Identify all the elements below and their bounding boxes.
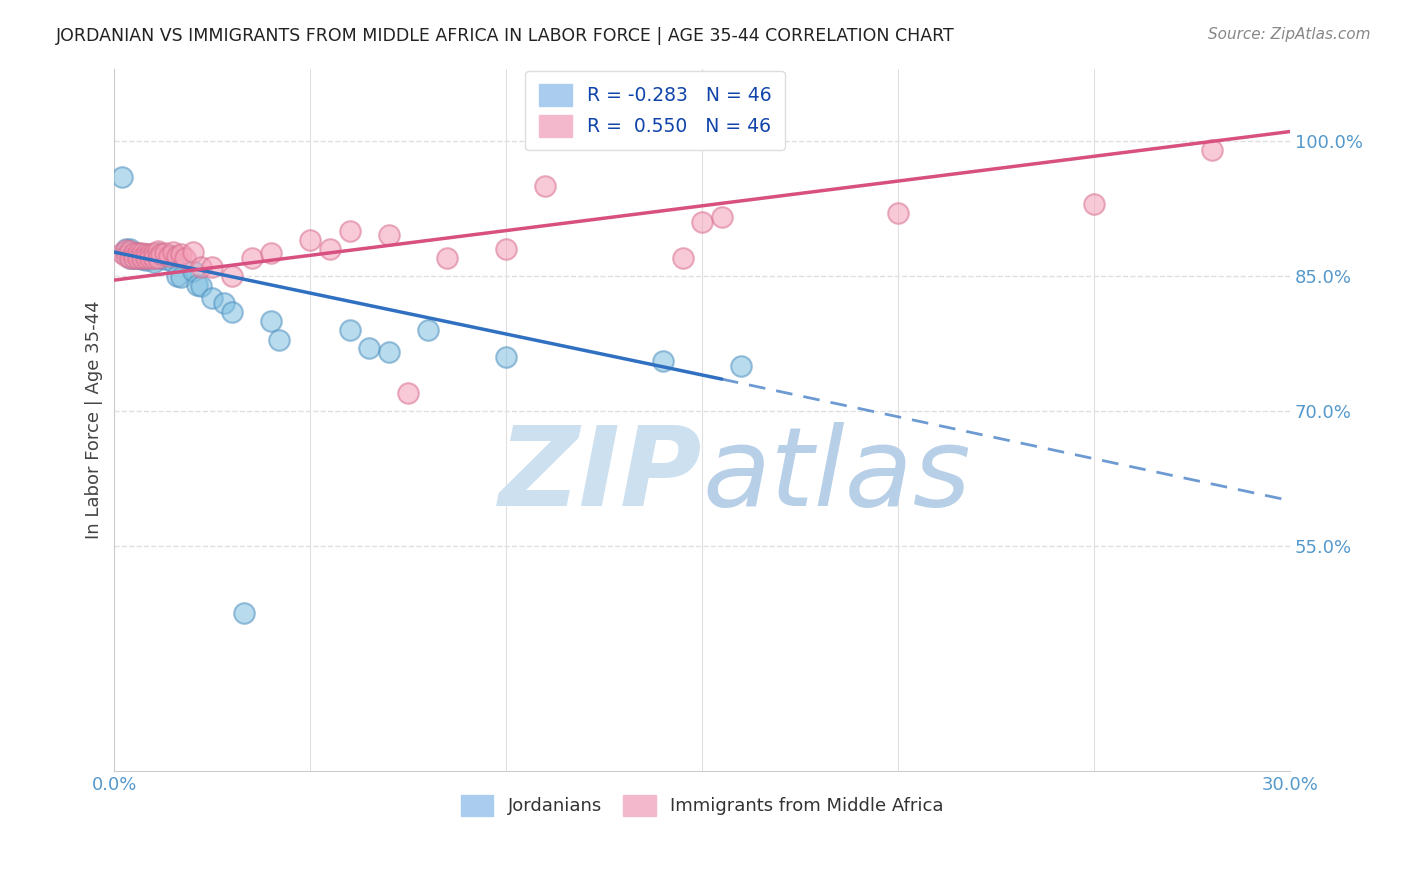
Point [131,248,153,262]
Text: JORDANIAN VS IMMIGRANTS FROM MIDDLE AFRICA IN LABOR FORCE | AGE 35-44 CORRELATIO: JORDANIAN VS IMMIGRANTS FROM MIDDLE AFRI… [56,27,955,45]
Point [146,244,169,259]
Point [730,359,752,373]
Point [212,295,235,310]
Point [377,345,399,359]
Point [111,246,134,260]
Point [201,260,224,274]
Point [221,268,243,283]
Point [232,606,254,620]
Point [127,251,149,265]
Point [138,248,160,262]
Point [170,247,193,261]
Point [138,251,160,265]
Point [339,322,361,336]
Point [155,252,177,267]
Point [135,251,157,265]
Point [1083,196,1105,211]
Point [377,228,399,243]
Point [120,251,142,265]
Text: Source: ZipAtlas.com: Source: ZipAtlas.com [1208,27,1371,42]
Point [260,313,283,327]
Point [120,242,142,256]
Point [122,251,145,265]
Point [135,253,157,268]
Point [131,251,153,265]
Point [339,223,361,237]
Point [131,250,153,264]
Point [131,252,153,267]
Point [127,249,149,263]
Point [127,251,149,265]
Y-axis label: In Labor Force | Age 35-44: In Labor Force | Age 35-44 [86,301,103,539]
Point [416,322,439,336]
Legend: Jordanians, Immigrants from Middle Africa: Jordanians, Immigrants from Middle Afric… [451,786,953,825]
Point [436,251,458,265]
Point [127,246,149,260]
Point [166,268,188,283]
Point [221,304,243,318]
Point [138,251,160,265]
Point [142,255,165,269]
Point [146,246,169,260]
Point [138,247,160,261]
Point [146,251,169,265]
Point [135,247,157,261]
Point [122,251,145,265]
Point [115,246,138,260]
Text: atlas: atlas [702,422,970,529]
Point [122,251,145,265]
Point [120,246,142,260]
Point [115,244,138,258]
Point [135,251,157,265]
Point [135,247,157,261]
Point [166,249,188,263]
Point [115,249,138,263]
Point [710,210,733,224]
Point [120,244,142,259]
Point [142,251,165,265]
Point [299,233,322,247]
Point [150,247,173,261]
Point [157,248,180,262]
Point [240,251,263,265]
Point [131,252,153,266]
Point [122,246,145,260]
Point [181,264,204,278]
Text: ZIP: ZIP [499,422,702,529]
Point [201,291,224,305]
Point [190,260,212,274]
Point [690,214,713,228]
Point [157,249,180,263]
Point [155,246,177,260]
Point [142,246,165,260]
Point [887,205,910,219]
Point [174,251,197,265]
Point [181,245,204,260]
Point [186,277,208,292]
Point [495,242,517,256]
Point [260,246,283,260]
Point [131,246,153,260]
Point [170,270,193,285]
Point [267,334,290,348]
Point [115,242,138,256]
Point [150,251,173,265]
Point [534,178,557,193]
Point [122,246,145,260]
Point [495,350,517,364]
Point [127,246,149,260]
Point [190,279,212,293]
Point [396,385,419,400]
Point [162,255,184,269]
Point [319,242,342,256]
Point [111,169,134,184]
Point [120,251,142,265]
Point [162,245,184,260]
Point [652,354,675,368]
Point [672,251,695,265]
Point [359,341,381,355]
Point [142,252,165,267]
Point [1201,143,1223,157]
